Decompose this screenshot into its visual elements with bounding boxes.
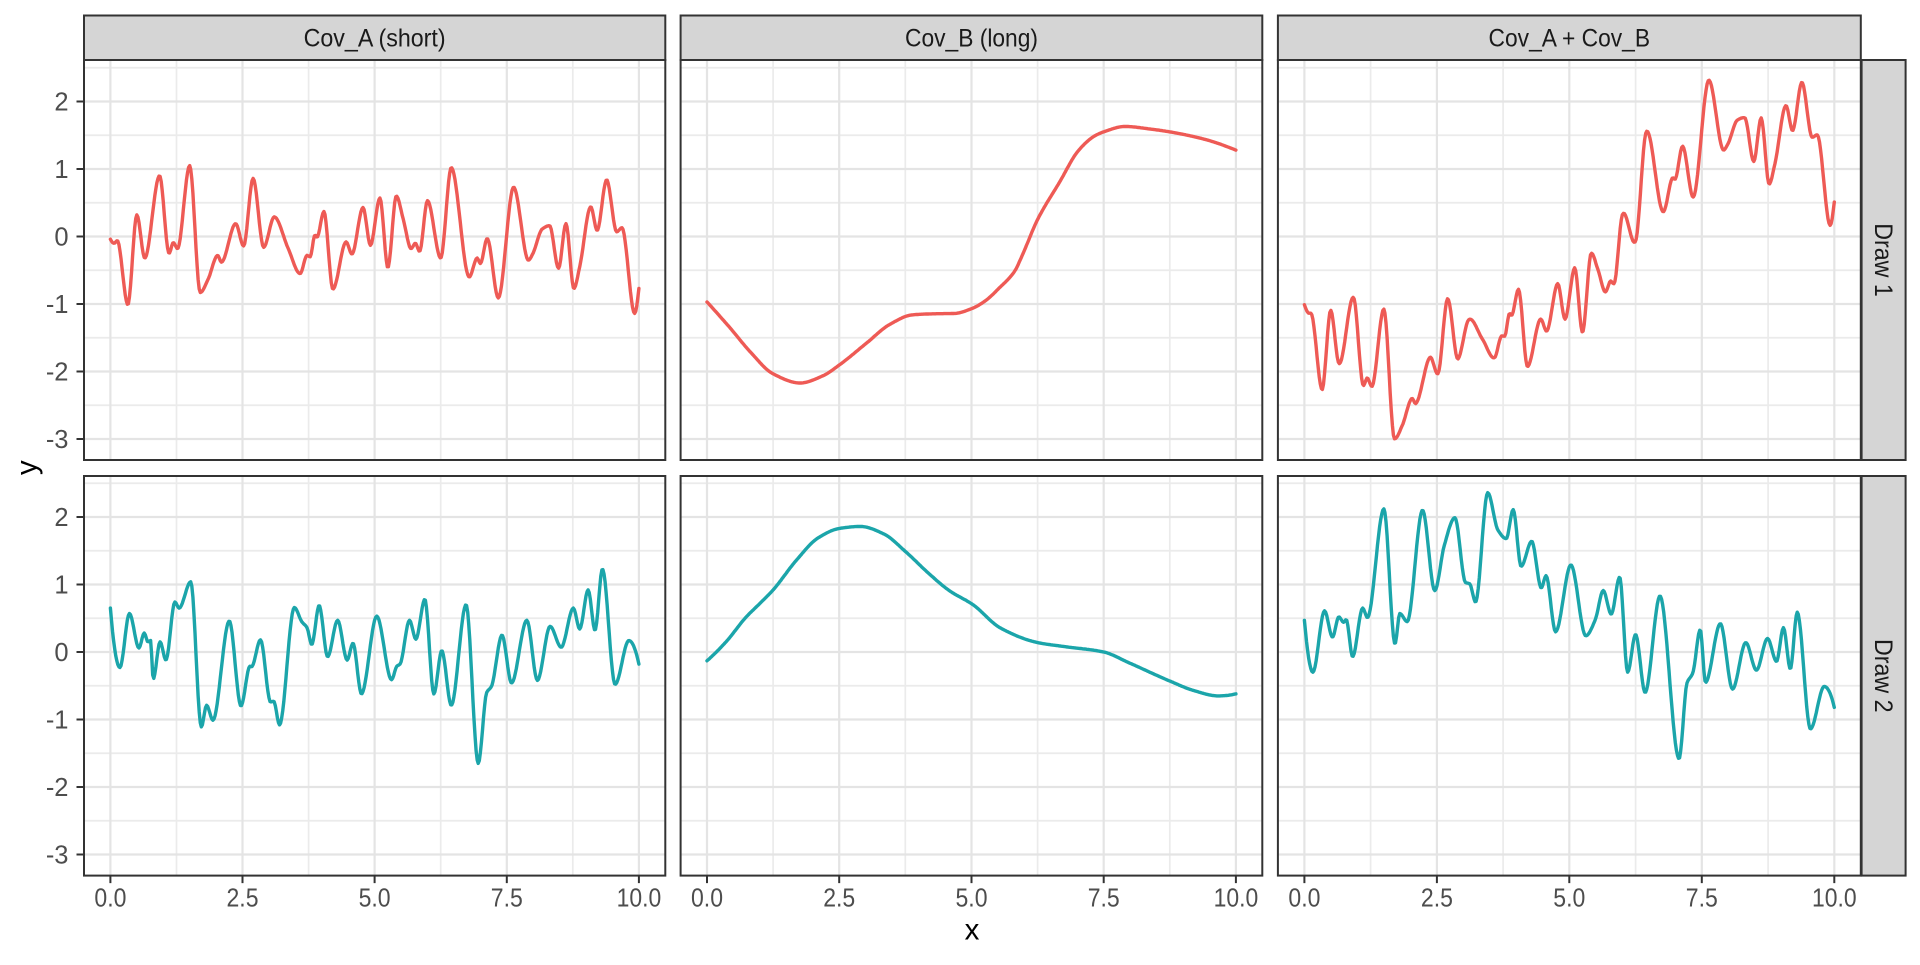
svg-text:-3: -3: [46, 426, 69, 454]
svg-text:5.0: 5.0: [359, 885, 391, 913]
svg-text:7.5: 7.5: [491, 885, 523, 913]
svg-text:10.0: 10.0: [617, 885, 662, 913]
svg-text:0: 0: [54, 224, 68, 252]
svg-text:10.0: 10.0: [1214, 885, 1259, 913]
svg-text:-1: -1: [46, 291, 69, 319]
svg-text:0.0: 0.0: [1288, 885, 1320, 913]
svg-text:0: 0: [54, 639, 68, 667]
svg-text:10.0: 10.0: [1812, 885, 1857, 913]
svg-text:Cov_B (long): Cov_B (long): [905, 25, 1038, 52]
svg-text:-2: -2: [46, 359, 69, 387]
svg-text:7.5: 7.5: [1686, 885, 1718, 913]
svg-text:2.5: 2.5: [823, 885, 855, 913]
svg-text:5.0: 5.0: [1553, 885, 1585, 913]
svg-text:0.0: 0.0: [691, 885, 723, 913]
svg-text:1: 1: [54, 572, 68, 600]
svg-text:y: y: [11, 460, 44, 475]
svg-text:2.5: 2.5: [227, 885, 259, 913]
svg-text:Cov_A (short): Cov_A (short): [304, 25, 446, 52]
svg-text:x: x: [965, 914, 980, 947]
svg-text:Cov_A + Cov_B: Cov_A + Cov_B: [1489, 25, 1651, 52]
svg-text:-3: -3: [46, 842, 69, 870]
svg-text:-2: -2: [46, 774, 69, 802]
svg-text:2: 2: [54, 89, 68, 117]
svg-text:-1: -1: [46, 707, 69, 735]
svg-text:7.5: 7.5: [1088, 885, 1120, 913]
svg-text:Draw 2: Draw 2: [1869, 639, 1896, 713]
svg-text:Draw 1: Draw 1: [1869, 223, 1896, 297]
svg-text:0.0: 0.0: [94, 885, 126, 913]
svg-text:1: 1: [54, 156, 68, 184]
svg-text:5.0: 5.0: [956, 885, 988, 913]
svg-text:2: 2: [54, 504, 68, 532]
svg-text:2.5: 2.5: [1421, 885, 1453, 913]
